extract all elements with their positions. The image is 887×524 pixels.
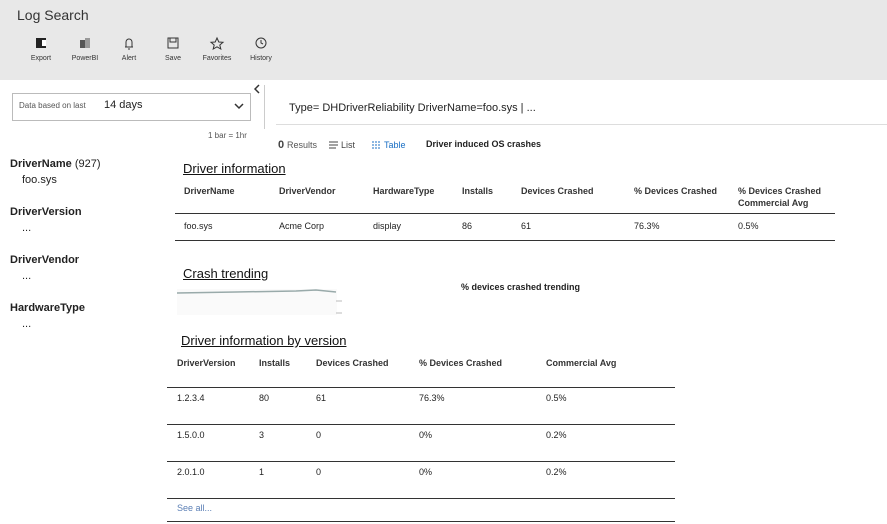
table-cell: 61 <box>521 221 532 231</box>
dropdown-chevron <box>234 103 244 110</box>
toolbar-label: PowerBI <box>71 55 99 62</box>
column-header: Commercial Avg <box>546 358 617 368</box>
table-cell: 0.5% <box>738 221 759 231</box>
facet-value[interactable]: ... <box>22 222 32 234</box>
facet-value[interactable]: foo.sys <box>22 174 57 186</box>
toolbar-button[interactable]: Save <box>151 36 195 62</box>
facet-value[interactable]: ... <box>22 318 32 330</box>
table-icon <box>372 141 381 149</box>
table-cell: foo.sys <box>184 221 213 231</box>
table-cell: 1.5.0.0 <box>177 430 205 440</box>
toolbar-icon <box>80 38 90 48</box>
table-cell: 3 <box>259 430 265 440</box>
toolbar-label: Export <box>30 55 52 62</box>
table-cell: 0.2% <box>546 430 567 440</box>
chart-label: % devices crashed trending <box>461 282 581 292</box>
toolbar-icon <box>255 37 267 49</box>
table-cell: Acme Corp <box>279 221 325 231</box>
section-title: Crash trending <box>183 266 269 281</box>
facet-name[interactable]: DriverVersion <box>10 206 82 218</box>
column-header: HardwareType <box>373 186 435 196</box>
column-header: DriverVersion <box>177 358 236 368</box>
column-header: Installs <box>259 358 291 368</box>
toolbar-button[interactable]: Favorites <box>195 36 239 62</box>
column-header: DriverName <box>184 186 235 196</box>
column-header: % Devices Crashed <box>419 358 503 368</box>
table-cell: 0 <box>316 467 322 477</box>
toolbar-label: Save <box>165 55 181 62</box>
section-title: Driver information by version <box>181 333 347 348</box>
row-divider <box>175 213 835 214</box>
table-cell: 76.3% <box>634 221 660 231</box>
table-cell: 61 <box>316 393 327 403</box>
bar-scale: 1 bar = 1hr <box>208 131 247 140</box>
row-divider <box>167 521 675 522</box>
toolbar-icon <box>125 38 133 50</box>
see-all-link[interactable]: See all... <box>177 503 213 513</box>
column-header: Devices Crashed <box>521 186 594 196</box>
row-divider <box>167 424 675 425</box>
table-view[interactable]: Table <box>384 140 406 150</box>
row-divider <box>167 461 675 462</box>
table-cell: 76.3% <box>419 393 445 403</box>
app-title: Log Search <box>17 7 89 23</box>
results-count: 0 <box>278 139 285 151</box>
row-divider <box>167 498 675 499</box>
facet-name[interactable]: HardwareType <box>10 302 85 314</box>
query-text: Type= DHDriverReliability DriverName=foo… <box>289 102 536 114</box>
table-cell: 0% <box>419 430 433 440</box>
toolbar-icon <box>209 36 225 50</box>
toolbar-button[interactable]: History <box>239 36 283 62</box>
toolbar-icon <box>167 37 179 49</box>
collapse-chevron[interactable] <box>253 84 261 94</box>
list-view[interactable]: List <box>341 140 356 150</box>
results-title: Driver induced OS crashes <box>426 139 542 149</box>
query-box[interactable] <box>276 95 887 125</box>
table-cell: 2.0.1.0 <box>177 467 205 477</box>
table-cell: 80 <box>259 393 270 403</box>
table-cell: display <box>373 221 402 231</box>
column-header: DriverVendor <box>279 186 336 196</box>
filter-value: 14 days <box>104 99 143 111</box>
facet-name[interactable]: DriverVendor <box>10 254 80 266</box>
column-header: % Devices Crashed <box>634 186 718 196</box>
facet-name[interactable]: DriverName (927) <box>10 158 101 170</box>
row-divider <box>175 240 835 241</box>
facet-value[interactable]: ... <box>22 270 32 282</box>
filter-label: Data based on last <box>19 101 86 110</box>
table-cell: 1 <box>259 467 265 477</box>
table-cell: 0.2% <box>546 467 567 477</box>
divider <box>264 85 265 129</box>
row-divider <box>167 387 675 388</box>
column-header: % Devices Crashed Commercial Avg <box>738 186 822 208</box>
toolbar-label: History <box>250 55 272 62</box>
table-cell: 0 <box>316 430 322 440</box>
table-cell: 0% <box>419 467 433 477</box>
table-cell: 86 <box>462 221 473 231</box>
toolbar-button[interactable]: Export <box>19 36 63 62</box>
toolbar-bar <box>0 0 887 80</box>
filter-value-bg <box>96 95 166 117</box>
table-cell: 0.5% <box>546 393 567 403</box>
toolbar-icon <box>36 38 46 48</box>
column-header: Devices Crashed <box>316 358 389 368</box>
list-icon <box>329 141 338 149</box>
section-title: Driver information <box>183 161 286 176</box>
toolbar-button[interactable]: PowerBI <box>63 36 107 62</box>
facet-count: (927) <box>74 158 101 170</box>
sparkline <box>176 289 342 315</box>
toolbar-label: Alert <box>121 55 137 62</box>
toolbar-button[interactable]: Alert <box>107 36 151 62</box>
results-label: Results <box>287 140 318 150</box>
column-header: Installs <box>462 186 494 196</box>
table-cell: 1.2.3.4 <box>177 393 205 403</box>
toolbar-label: Favorites <box>202 55 232 62</box>
